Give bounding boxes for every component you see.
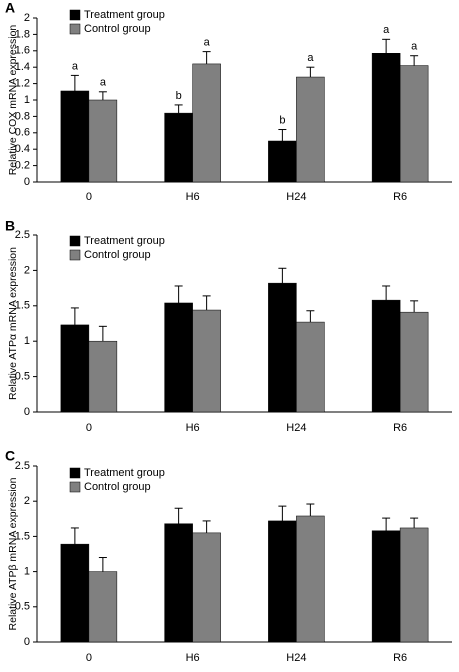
y-tick-label: 2.5 (15, 229, 30, 241)
significance-letter: a (383, 24, 390, 36)
legend-label: Control group (84, 23, 151, 35)
y-tick-label: 0.2 (15, 160, 30, 172)
y-tick-label: 2 (24, 495, 30, 507)
legend-label: Control group (84, 481, 151, 493)
y-tick-label: 1 (24, 94, 30, 106)
significance-letter: a (204, 37, 211, 49)
y-tick-label: 0.6 (15, 127, 30, 139)
bar (88, 340, 118, 413)
legend-label: Treatment group (84, 467, 165, 479)
y-axis-label: Relative COX mRNA expression (7, 25, 19, 176)
x-tick-label: 0 (86, 652, 92, 664)
bar (296, 76, 325, 183)
y-tick-label: 1.2 (15, 78, 30, 90)
legend-swatch (69, 9, 81, 21)
bar (60, 324, 90, 413)
x-tick-label: H6 (186, 652, 200, 664)
y-tick-label: 2 (24, 12, 30, 24)
x-tick-label: R6 (393, 422, 407, 434)
significance-letter: b (176, 90, 182, 102)
y-tick-label: 0 (24, 176, 30, 188)
bar (88, 571, 118, 643)
legend-swatch (69, 23, 81, 35)
y-tick-label: 1 (24, 566, 30, 578)
bar (371, 299, 401, 413)
panel-label: C (5, 448, 15, 464)
bar (88, 99, 118, 183)
bar (164, 302, 193, 413)
x-tick-label: 0 (86, 191, 92, 203)
legend-swatch (69, 235, 81, 247)
legend-label: Control group (84, 249, 151, 261)
y-tick-label: 1 (24, 335, 30, 347)
significance-letter: a (411, 41, 418, 53)
y-tick-label: 0.5 (15, 371, 30, 383)
y-tick-label: 1.4 (15, 61, 30, 73)
panel-label: A (5, 0, 15, 16)
bar (268, 520, 297, 643)
bar (164, 523, 193, 643)
y-tick-label: 0.8 (15, 110, 30, 122)
y-tick-label: 0.5 (15, 601, 30, 613)
y-tick-label: 1.6 (15, 45, 30, 57)
legend-swatch (69, 481, 81, 493)
bar (192, 532, 221, 643)
y-tick-label: 0.4 (15, 143, 30, 155)
significance-letter: a (100, 77, 107, 89)
y-axis-label: Relative ATPα mRNA expression (7, 247, 19, 400)
bar (296, 321, 325, 413)
bar (268, 140, 297, 183)
bar (164, 112, 193, 183)
legend-swatch (69, 249, 81, 261)
bar (192, 63, 221, 183)
y-tick-label: 1.5 (15, 300, 30, 312)
x-tick-label: H6 (186, 191, 200, 203)
bar (296, 515, 325, 643)
legend-label: Treatment group (84, 235, 165, 247)
y-tick-label: 0 (24, 636, 30, 648)
x-tick-label: R6 (393, 652, 407, 664)
x-tick-label: H24 (286, 191, 306, 203)
legend-swatch (69, 467, 81, 479)
bar (399, 311, 429, 413)
bar (371, 530, 401, 643)
y-tick-label: 2.5 (15, 460, 30, 472)
significance-letter: a (307, 52, 314, 64)
x-tick-label: H24 (286, 422, 306, 434)
y-axis-label: Relative ATPβ mRNA expression (7, 477, 19, 630)
bar (60, 90, 90, 183)
x-tick-label: 0 (86, 422, 92, 434)
x-tick-label: R6 (393, 191, 407, 203)
y-tick-label: 1.8 (15, 28, 30, 40)
panel-label: B (5, 218, 15, 234)
significance-letter: a (72, 60, 79, 72)
significance-letter: b (279, 114, 285, 126)
bar (268, 282, 297, 413)
bar (399, 527, 429, 643)
y-tick-label: 0 (24, 406, 30, 418)
x-tick-label: H24 (286, 652, 306, 664)
bar (399, 65, 429, 183)
y-tick-label: 1.5 (15, 530, 30, 542)
bar (192, 309, 221, 413)
y-tick-label: 2 (24, 264, 30, 276)
legend-label: Treatment group (84, 9, 165, 21)
bar (371, 53, 401, 183)
x-tick-label: H6 (186, 422, 200, 434)
bar (60, 543, 90, 643)
